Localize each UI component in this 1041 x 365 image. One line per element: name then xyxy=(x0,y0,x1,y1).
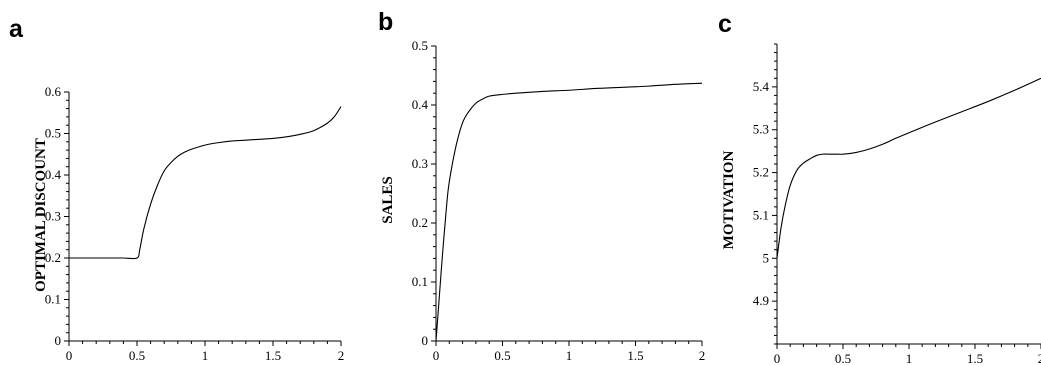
panel-c-x-tick-label: 0 xyxy=(774,351,781,365)
panel-b-x-tick-label: 0 xyxy=(433,348,440,363)
panel-c-y-tick-label: 5.3 xyxy=(753,122,769,137)
panel-a-x-tick-label: 1 xyxy=(202,348,209,363)
panel-a: a OPTIMAL DISCOUNT 00.10.20.30.40.50.60 0… xyxy=(9,15,344,363)
panel-c-y-tick-label: 5.4 xyxy=(753,79,770,94)
panel-b-y-tick-label: 0.1 xyxy=(412,274,428,289)
panel-c-y-tick-label: 5.1 xyxy=(753,207,769,222)
panel-a-y-tick-label: 0.3 xyxy=(45,209,61,224)
panel-a-letter: a xyxy=(9,15,24,43)
panel-c-series-line-0 xyxy=(776,77,1041,259)
panel-a-y-tick-label: 0.2 xyxy=(45,250,61,265)
panel-c-y-axis-title: MOTIVATION xyxy=(721,151,737,250)
panel-b-letter: b xyxy=(378,8,393,36)
panel-c-x-tick-label: 1.5 xyxy=(967,351,983,365)
panel-b-x-tick-label: 0.5 xyxy=(494,348,510,363)
panel-a-x-tick-label: 0.5 xyxy=(129,348,145,363)
panel-c-marks xyxy=(776,77,1041,259)
panel-b-y-tick-label: 0.3 xyxy=(412,156,428,171)
panel-b: b SALES 0 0.1 0.2 0.3 0.4 0.5 0 0.5 1 1.5 2 xyxy=(378,8,705,363)
panel-b-y-tick-label: 0.4 xyxy=(412,97,429,112)
panel-c-x-tick-label: 1 xyxy=(906,351,913,365)
panel-a-y-axis-title: OPTIMAL DISCOUNT xyxy=(33,138,49,292)
panel-b-series-line-0 xyxy=(435,82,703,342)
panel-a-x-tick-label: 1.5 xyxy=(265,348,281,363)
panel-b-x-tick-label: 1.5 xyxy=(627,348,643,363)
panel-b-x-tick-label: 1 xyxy=(566,348,573,363)
panel-b-y-tick-label: 0 xyxy=(422,333,429,348)
panel-c-x-tick-label: 2 xyxy=(1038,351,1041,365)
panel-b-marks xyxy=(435,82,703,342)
panel-c-letter: c xyxy=(718,10,732,38)
panel-a-series-line-0 xyxy=(68,106,342,260)
panel-a-y-tick-label: 0.5 xyxy=(45,126,61,141)
panel-b-y-tick-label: 0.5 xyxy=(412,38,428,53)
panel-b-y-axis-title: SALES xyxy=(380,176,396,224)
panel-a-axes: 0 0.1 0.2 0.3 0.4 0.5 0.6 0 0.5 1 1.5 2 xyxy=(45,84,345,363)
panel-b-axes: 0 0.1 0.2 0.3 0.4 0.5 0 0.5 1 1.5 2 xyxy=(412,38,706,363)
panel-c: c MOTIVATION 4.9 5 5.1 5.2 5.3 5.4 0 0.5 1 1.5 2 xyxy=(718,10,1041,365)
panel-c-y-tick-label: 5.2 xyxy=(753,165,769,180)
panel-a-y-tick-label: 0.4 xyxy=(45,167,62,182)
panel-a-x-tick-label: 2 xyxy=(338,348,345,363)
panel-c-x-tick-label: 0.5 xyxy=(835,351,851,365)
panel-a-y-tick-label: 0.6 xyxy=(45,84,62,99)
panel-c-axes: 4.9 5 5.1 5.2 5.3 5.4 0 0.5 1 1.5 2 xyxy=(753,43,1041,365)
panel-b-y-tick-label: 0.2 xyxy=(412,215,428,230)
panel-c-y-tick-label: 4.9 xyxy=(753,293,769,308)
panel-a-y-tick-label: 0 xyxy=(55,333,62,348)
panel-c-y-tick-label: 5 xyxy=(763,250,770,265)
panel-a-y-tick-label: 0.1 xyxy=(45,292,61,307)
panel-a-x-tick-label: 0 xyxy=(66,348,73,363)
panel-b-x-tick-label: 2 xyxy=(699,348,706,363)
panel-a-marks xyxy=(68,106,342,260)
